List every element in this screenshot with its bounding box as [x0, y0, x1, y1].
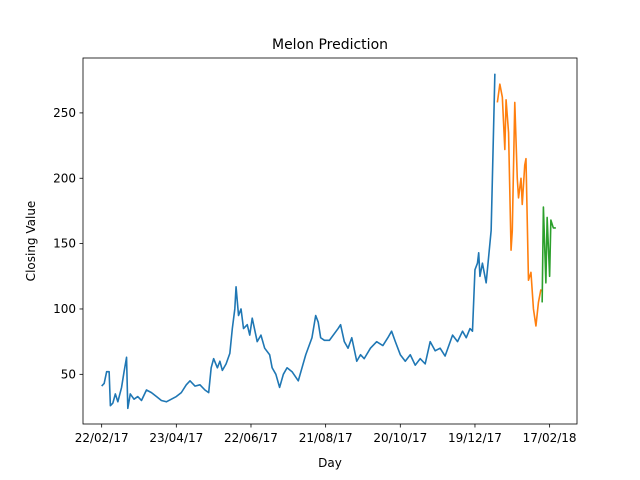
y-tick-label: 250	[53, 106, 76, 120]
y-tick-label: 100	[53, 302, 76, 316]
y-tick-label: 200	[53, 171, 76, 185]
x-tick-label: 17/02/18	[523, 431, 577, 445]
x-tick-label: 19/12/17	[448, 431, 502, 445]
chart-title: Melon Prediction	[272, 37, 388, 53]
y-tick-label: 150	[53, 237, 76, 251]
line-series	[101, 73, 496, 410]
x-tick-label: 23/04/17	[149, 431, 203, 445]
y-tick-label: 50	[61, 367, 76, 381]
x-tick-label: 21/08/17	[299, 431, 353, 445]
y-axis-label: Closing Value	[24, 201, 38, 282]
x-tick-label: 20/10/17	[373, 431, 427, 445]
line-series	[496, 83, 542, 327]
x-tick-label: 22/06/17	[224, 431, 278, 445]
x-tick-label: 22/02/17	[75, 431, 129, 445]
x-axis-label: Day	[318, 456, 342, 470]
plot-frame	[82, 57, 578, 425]
line-series	[541, 206, 556, 303]
